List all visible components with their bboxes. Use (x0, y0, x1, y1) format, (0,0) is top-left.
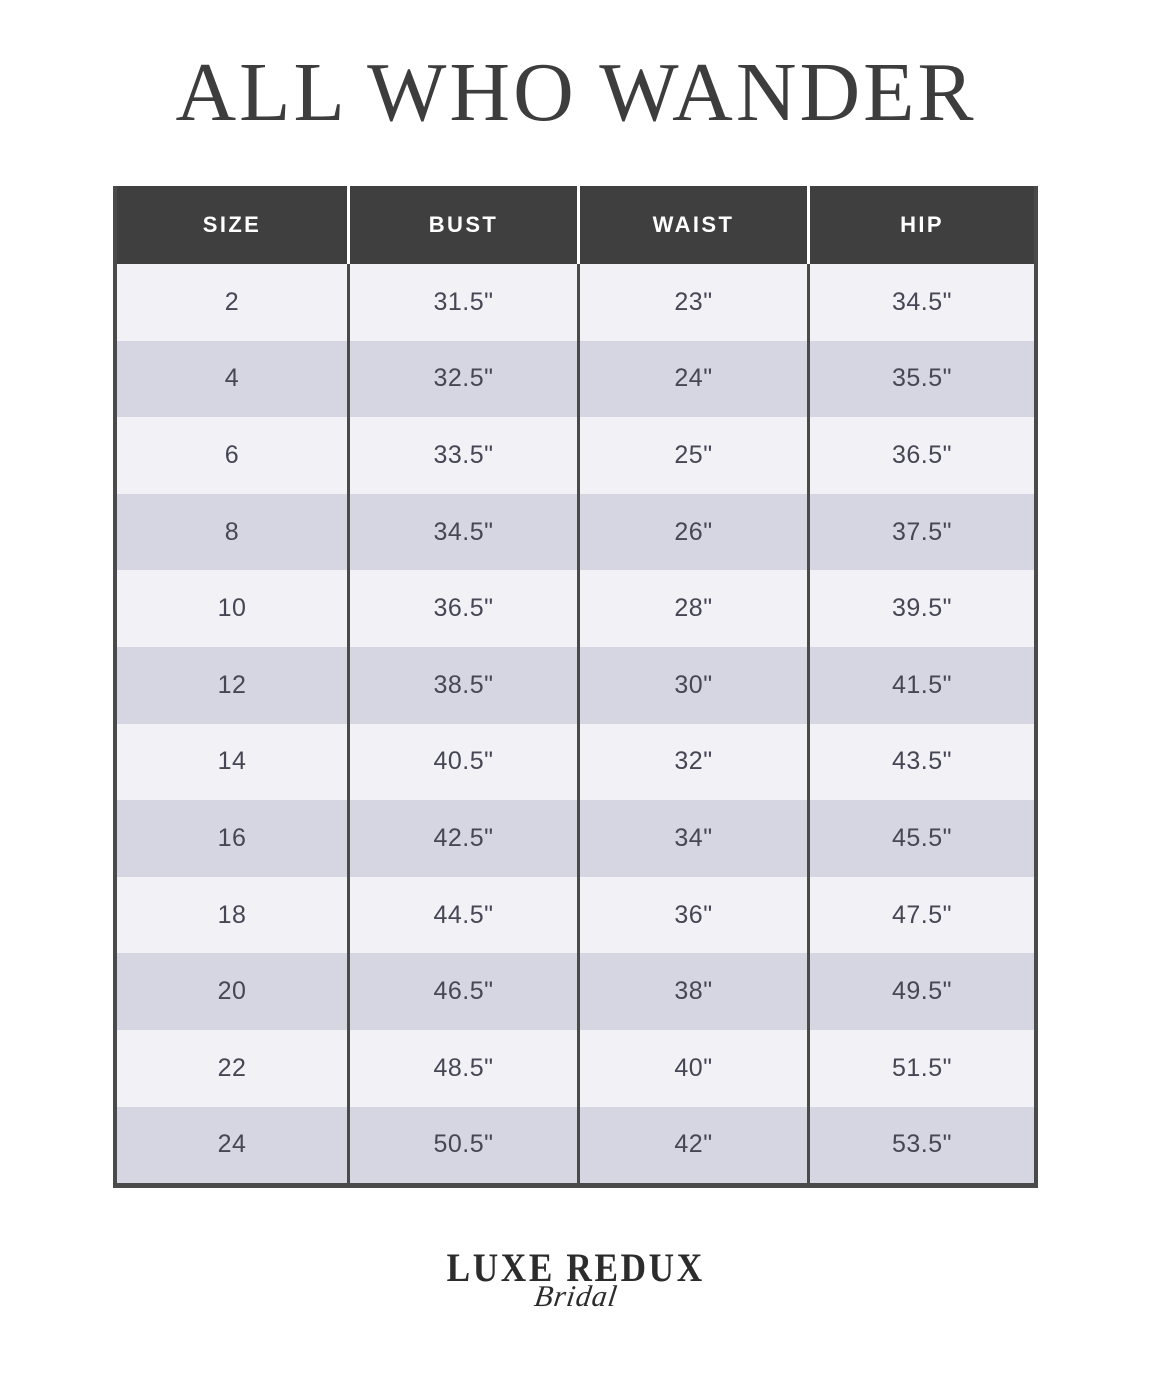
cell-waist: 26" (577, 493, 807, 571)
column-header-hip: HIP (807, 186, 1034, 264)
table-header-row: SIZE BUST WAIST HIP (117, 186, 1034, 264)
column-header-bust: BUST (347, 186, 577, 264)
cell-bust: 34.5" (347, 493, 577, 571)
brand-name: LUXE REDUX (446, 1245, 706, 1290)
cell-waist: 36" (577, 876, 807, 954)
cell-waist: 24" (577, 340, 807, 418)
cell-hip: 45.5" (807, 800, 1034, 877)
cell-bust: 42.5" (347, 800, 577, 877)
cell-bust: 48.5" (347, 1029, 577, 1107)
cell-bust: 36.5" (347, 570, 577, 647)
table-row: 18 44.5" 36" 47.5" (117, 876, 1034, 954)
cell-bust: 33.5" (347, 417, 577, 494)
cell-waist: 23" (577, 264, 807, 341)
table-row: 22 48.5" 40" 51.5" (117, 1029, 1034, 1107)
cell-bust: 31.5" (347, 264, 577, 341)
cell-hip: 37.5" (807, 493, 1034, 571)
cell-hip: 43.5" (807, 723, 1034, 801)
cell-hip: 39.5" (807, 570, 1034, 647)
table-row: 4 32.5" 24" 35.5" (117, 340, 1034, 418)
cell-size: 24 (217, 1130, 247, 1159)
brand-tagline: Bridal (532, 1280, 620, 1313)
cell-size: 22 (217, 1053, 247, 1082)
cell-waist: 25" (577, 417, 807, 494)
cell-bust: 50.5" (347, 1106, 577, 1184)
cell-waist: 40" (577, 1029, 807, 1107)
cell-size: 6 (224, 440, 240, 469)
table-row: 14 40.5" 32" 43.5" (117, 723, 1034, 801)
table-row: 10 36.5" 28" 39.5" (117, 570, 1034, 647)
cell-hip: 34.5" (807, 264, 1034, 341)
cell-bust: 38.5" (347, 646, 577, 724)
cell-bust: 44.5" (347, 876, 577, 954)
cell-waist: 32" (577, 723, 807, 801)
table-row: 2 31.5" 23" 34.5" (117, 264, 1034, 341)
table-row: 16 42.5" 34" 45.5" (117, 800, 1034, 877)
cell-bust: 40.5" (347, 723, 577, 801)
cell-hip: 47.5" (807, 876, 1034, 954)
column-header-waist: WAIST (577, 186, 807, 264)
cell-waist: 30" (577, 646, 807, 724)
cell-hip: 41.5" (807, 646, 1034, 724)
table-row: 20 46.5" 38" 49.5" (117, 953, 1034, 1030)
cell-hip: 35.5" (807, 340, 1034, 418)
cell-waist: 38" (577, 953, 807, 1030)
cell-size: 14 (217, 747, 247, 776)
cell-size: 4 (224, 364, 240, 393)
table-row: 8 34.5" 26" 37.5" (117, 493, 1034, 571)
cell-hip: 36.5" (807, 417, 1034, 494)
cell-size: 8 (224, 517, 240, 546)
page-title: ALL WHO WANDER (175, 46, 977, 139)
table-row: 6 33.5" 25" 36.5" (117, 417, 1034, 494)
cell-bust: 46.5" (347, 953, 577, 1030)
cell-bust: 32.5" (347, 340, 577, 418)
cell-waist: 34" (577, 800, 807, 877)
cell-hip: 51.5" (807, 1029, 1034, 1107)
cell-waist: 28" (577, 570, 807, 647)
cell-size: 20 (217, 977, 247, 1006)
brand-logo: LUXE REDUX Bridal (0, 1245, 1152, 1314)
size-chart-table: SIZE BUST WAIST HIP 2 31.5" 23" 34.5" 4 … (113, 186, 1038, 1189)
cell-size: 2 (224, 287, 240, 316)
cell-size: 12 (217, 670, 247, 699)
table-row: 24 50.5" 42" 53.5" (117, 1106, 1034, 1184)
table-row: 12 38.5" 30" 41.5" (117, 646, 1034, 724)
column-header-size: SIZE (202, 212, 262, 237)
cell-size: 18 (217, 900, 247, 929)
cell-hip: 49.5" (807, 953, 1034, 1030)
cell-waist: 42" (577, 1106, 807, 1184)
cell-size: 16 (217, 823, 247, 852)
cell-hip: 53.5" (807, 1106, 1034, 1184)
cell-size: 10 (217, 594, 247, 623)
